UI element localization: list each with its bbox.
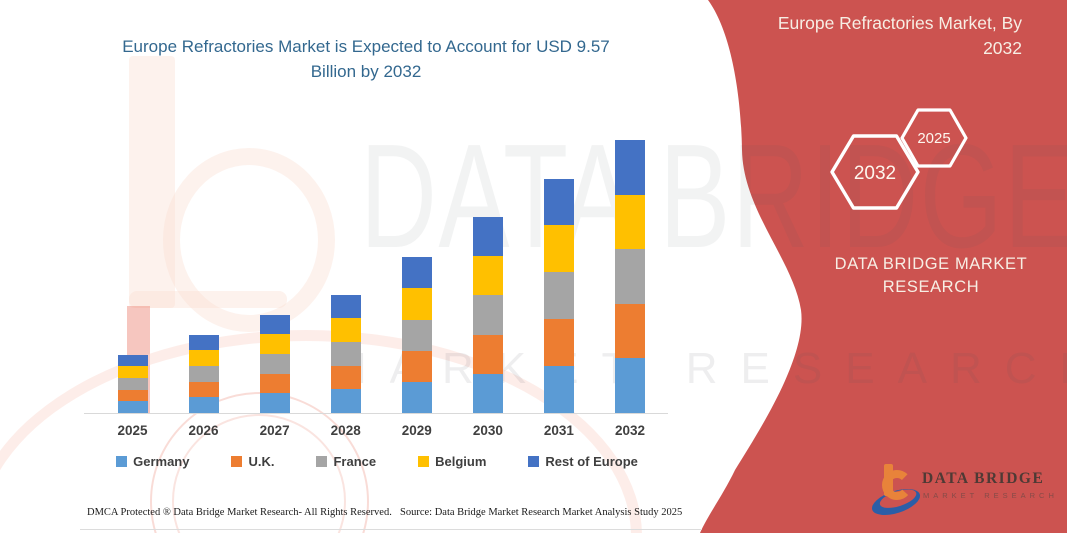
- bar-segment-u-k--2027: [259, 373, 290, 394]
- bar-segment-u-k--2029: [401, 350, 432, 382]
- bar-segment-germany-2025: [117, 401, 148, 413]
- legend-item-france: France: [316, 454, 376, 469]
- legend-item-u-k-: U.K.: [231, 454, 274, 469]
- company-logo-name: DATA BRIDGE: [922, 470, 1045, 487]
- bar-segment-rest-of-europe-2025: [117, 354, 148, 367]
- legend-label: Belgium: [435, 454, 487, 469]
- bar-segment-belgium-2030: [472, 256, 503, 296]
- bar-segment-u-k--2031: [543, 319, 574, 367]
- bar-segment-germany-2026: [188, 397, 219, 414]
- bar-segment-germany-2030: [472, 373, 503, 413]
- company-logo-subtitle: MARKET RESEARCH: [923, 491, 1058, 500]
- legend-item-belgium: Belgium: [418, 454, 486, 469]
- watermark-logo-b-base: [129, 291, 287, 308]
- x-tick-label-2029: 2029: [401, 423, 432, 438]
- bar-segment-u-k--2028: [330, 365, 361, 390]
- stacked-bar-2026: [188, 334, 219, 414]
- chart-title: Europe Refractories Market is Expected t…: [122, 37, 610, 81]
- bar-segment-germany-2031: [543, 366, 574, 413]
- legend-swatch-icon: [231, 456, 243, 467]
- stacked-bar-2025: [117, 354, 148, 413]
- x-tick-label-2026: 2026: [188, 423, 219, 438]
- bar-segment-germany-2028: [330, 389, 361, 413]
- bar-segment-france-2025: [117, 377, 148, 390]
- bar-segment-u-k--2030: [472, 334, 503, 374]
- bar-segment-germany-2027: [259, 393, 290, 414]
- footer-source-text: Source: Data Bridge Market Research Mark…: [400, 507, 683, 518]
- bar-segment-france-2030: [472, 295, 503, 335]
- stacked-bar-2032: [614, 139, 645, 413]
- company-logo: DATA BRIDGE MARKET RESEARCH: [866, 458, 1066, 520]
- stacked-bar-2031: [543, 178, 574, 413]
- bar-segment-france-2026: [188, 365, 219, 382]
- bar-segment-belgium-2025: [117, 366, 148, 378]
- bar-segment-france-2031: [543, 272, 574, 320]
- bar-segment-germany-2032: [614, 358, 645, 413]
- legend-item-rest-of-europe: Rest of Europe: [528, 454, 638, 469]
- bar-segment-belgium-2028: [330, 318, 361, 342]
- bar-segment-rest-of-europe-2029: [401, 257, 432, 289]
- x-tick-label-2028: 2028: [330, 423, 361, 438]
- stacked-bar-2028: [330, 294, 361, 413]
- stacked-bar-2030: [472, 217, 503, 413]
- bar-segment-rest-of-europe-2030: [472, 217, 503, 257]
- bar-segment-u-k--2032: [614, 303, 645, 359]
- hexagon-2032-label: 2032: [853, 163, 897, 184]
- legend-swatch-icon: [316, 456, 328, 467]
- legend-item-germany: Germany: [116, 454, 189, 469]
- bar-segment-rest-of-europe-2031: [543, 178, 574, 226]
- x-axis-line: [84, 413, 668, 414]
- legend-label: France: [333, 454, 377, 469]
- panel-brand-text: DATA BRIDGE MARKET RESEARCH: [834, 255, 1028, 296]
- stacked-bar-2027: [259, 314, 290, 414]
- bar-segment-belgium-2032: [614, 194, 645, 250]
- x-tick-label-2025: 2025: [117, 423, 148, 438]
- bar-segment-rest-of-europe-2032: [614, 139, 645, 195]
- company-logo-mark: [871, 464, 921, 516]
- legend-label: Rest of Europe: [545, 454, 638, 469]
- bar-segment-u-k--2026: [188, 381, 219, 398]
- bar-segment-germany-2029: [401, 381, 432, 414]
- footer-dmca-text: DMCA Protected ® Data Bridge Market Rese…: [87, 507, 392, 518]
- footer-divider-line: [80, 529, 702, 530]
- x-tick-label-2032: 2032: [614, 423, 645, 438]
- hexagon-2025-label: 2025: [917, 130, 951, 147]
- bar-segment-belgium-2029: [401, 288, 432, 320]
- legend-label: Germany: [133, 454, 190, 469]
- legend-label: U.K.: [248, 454, 275, 469]
- bar-segment-belgium-2026: [188, 350, 219, 366]
- watermark-research-text: MARKET RESEARCH: [330, 344, 1067, 393]
- side-panel-title: Europe Refractories Market, By 2032: [777, 13, 1022, 58]
- bar-segment-rest-of-europe-2026: [188, 334, 219, 351]
- bar-segment-france-2032: [614, 249, 645, 304]
- legend-swatch-icon: [116, 456, 128, 467]
- stacked-bar-2029: [401, 257, 432, 414]
- chart-legend: Germany U.K. France Belgium Rest of Europe: [85, 454, 669, 469]
- bar-segment-france-2027: [259, 353, 290, 374]
- legend-swatch-icon: [528, 456, 540, 467]
- legend-swatch-icon: [418, 456, 430, 467]
- bar-segment-belgium-2027: [259, 334, 290, 354]
- x-tick-label-2031: 2031: [543, 423, 574, 438]
- bar-segment-france-2028: [330, 341, 361, 366]
- bar-segment-u-k--2025: [117, 389, 148, 402]
- bar-segment-rest-of-europe-2028: [330, 294, 361, 319]
- bar-segment-rest-of-europe-2027: [259, 314, 290, 335]
- x-tick-label-2030: 2030: [472, 423, 503, 438]
- bar-segment-france-2029: [401, 319, 432, 351]
- x-tick-label-2027: 2027: [259, 423, 290, 438]
- bar-segment-belgium-2031: [543, 225, 574, 273]
